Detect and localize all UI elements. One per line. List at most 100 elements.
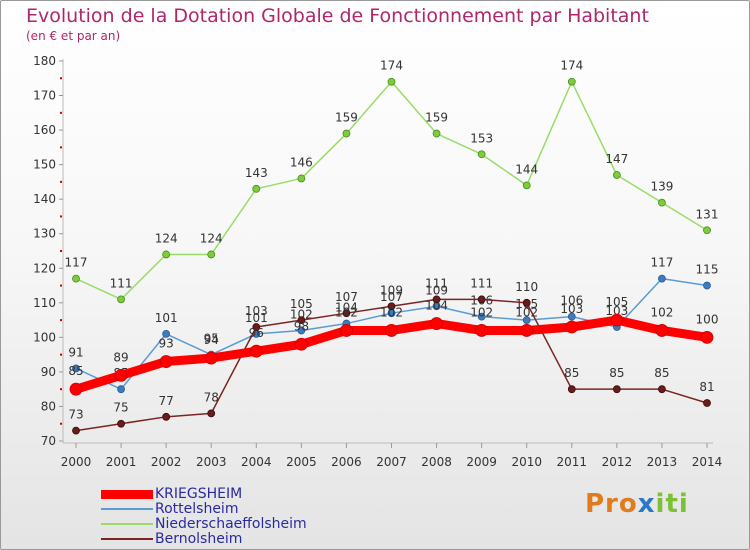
data-label-niederschaeffolsheim: 131 [696,207,719,221]
y-minor-tick [60,319,62,322]
y-tick-label: 130 [33,227,56,241]
data-point-rottelsheim [297,326,306,335]
x-tick-label: 2012 [602,455,633,469]
y-tick-label: 170 [33,89,56,103]
data-label-rottelsheim: 95 [204,332,219,346]
data-point-bernolsheim [522,298,531,307]
data-label-kriegsheim: 102 [515,305,538,319]
data-point-niederschaeffolsheim [567,77,576,86]
y-tick-label: 80 [41,399,56,413]
data-label-rottelsheim: 117 [650,256,673,270]
y-minor-tick [60,146,62,149]
data-point-bernolsheim [432,295,441,304]
data-point-kriegsheim [430,317,443,330]
data-label-kriegsheim: 104 [425,299,448,313]
data-point-kriegsheim [385,324,398,337]
data-label-rottelsheim: 103 [605,304,628,318]
data-point-niederschaeffolsheim [117,295,125,304]
data-point-kriegsheim [700,330,714,344]
data-label-kriegsheim: 89 [113,350,128,364]
data-point-niederschaeffolsheim [252,184,261,193]
data-point-bernolsheim [252,323,261,331]
data-point-niederschaeffolsheim [297,174,306,183]
data-point-kriegsheim [520,324,534,337]
data-point-kriegsheim [159,355,173,368]
data-point-niederschaeffolsheim [703,226,711,235]
data-label-rottelsheim: 104 [335,301,358,315]
data-point-rottelsheim [658,274,666,283]
data-point-rottelsheim [477,312,486,321]
data-label-bernolsheim: 85 [609,366,624,380]
data-point-kriegsheim [340,324,353,337]
data-label-kriegsheim: 102 [380,305,403,319]
data-label-kriegsheim: 85 [68,364,83,378]
data-point-kriegsheim [69,382,83,396]
data-point-rottelsheim [567,312,576,321]
data-point-bernolsheim [567,385,576,394]
data-point-kriegsheim [475,324,489,337]
data-point-niederschaeffolsheim [658,198,666,207]
y-tick-label: 160 [33,123,56,137]
x-tick-label: 2006 [331,455,362,469]
data-label-bernolsheim: 107 [335,290,358,304]
data-label-niederschaeffolsheim: 159 [425,111,448,125]
data-point-bernolsheim [703,399,711,407]
y-minor-tick [60,111,62,114]
data-point-bernolsheim [342,309,351,318]
data-point-rottelsheim [703,281,711,290]
data-label-rottelsheim: 91 [68,345,83,359]
data-label-bernolsheim: 81 [699,380,714,394]
x-tick-label: 2000 [61,455,92,469]
data-label-niederschaeffolsheim: 153 [470,131,493,145]
x-tick-label: 2007 [376,455,407,469]
data-label-rottelsheim: 102 [290,307,313,321]
x-tick-label: 2014 [692,455,723,469]
data-label-bernolsheim: 73 [68,408,83,422]
data-label-rottelsheim: 115 [696,263,719,277]
data-label-rottelsheim: 106 [560,294,583,308]
data-label-niederschaeffolsheim: 146 [290,155,313,169]
data-label-kriegsheim: 98 [294,319,309,333]
data-label-niederschaeffolsheim: 124 [155,231,178,245]
data-label-kriegsheim: 94 [204,333,219,347]
data-point-bernolsheim [72,426,80,435]
data-label-rottelsheim: 109 [425,283,448,297]
legend-swatch-bernolsheim [101,538,153,540]
data-point-niederschaeffolsheim [72,274,80,283]
data-label-bernolsheim: 78 [204,390,219,404]
y-tick-label: 70 [41,434,56,448]
x-tick-label: 2013 [647,455,678,469]
y-tick-label: 90 [41,365,56,379]
data-point-niederschaeffolsheim [522,181,531,190]
data-point-niederschaeffolsheim [387,77,396,86]
data-label-kriegsheim: 103 [560,302,583,316]
y-minor-tick [60,422,62,425]
data-label-kriegsheim: 105 [605,295,628,309]
data-label-niederschaeffolsheim: 139 [650,180,673,194]
legend-label-bernolsheim: Bernolsheim [155,531,243,547]
data-label-kriegsheim: 96 [249,326,264,340]
legend-swatch-kriegsheim [101,489,153,499]
data-point-kriegsheim [565,320,579,334]
data-point-bernolsheim [207,409,216,418]
logo-part-x: x [637,489,656,519]
data-point-niederschaeffolsheim [432,129,441,138]
data-label-bernolsheim: 109 [380,283,403,297]
y-minor-tick [60,250,62,252]
data-point-niederschaeffolsheim [612,171,621,179]
x-tick-label: 2002 [151,455,182,469]
data-label-bernolsheim: 75 [113,401,128,415]
x-tick-label: 2009 [466,455,497,469]
series-line-niederschaeffolsheim [75,80,708,301]
legend-label-niederschaeffolsheim: Niederschaeffolsheim [155,516,307,532]
y-minor-tick [60,388,62,391]
data-point-kriegsheim [294,337,308,351]
data-point-niederschaeffolsheim [207,250,216,259]
data-label-niederschaeffolsheim: 117 [65,256,88,270]
legend-swatch-rottelsheim [101,508,153,510]
data-label-niederschaeffolsheim: 111 [110,276,133,290]
data-label-rottelsheim: 101 [155,311,178,325]
data-point-kriegsheim [655,324,669,337]
data-label-rottelsheim: 107 [380,290,403,304]
